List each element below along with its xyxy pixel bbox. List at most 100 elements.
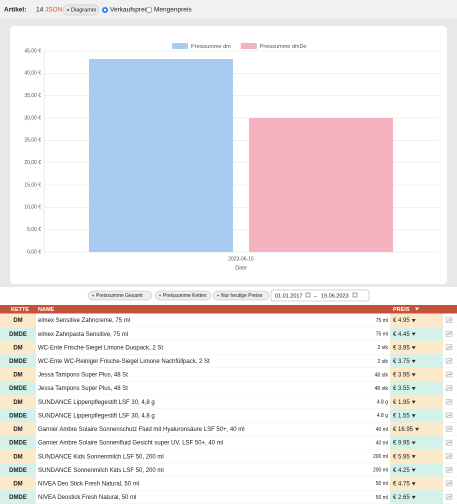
- row: [0, 476, 457, 491]
- price-cell: [390, 313, 443, 328]
- price-cell: [390, 490, 443, 504]
- row: [0, 381, 457, 396]
- price-cell: [390, 449, 443, 464]
- price-cell: [390, 395, 443, 409]
- product-name[interactable]: Garnier Ambre Solaire Sonnenfluid Gesich…: [38, 441, 223, 447]
- filter-button-label: Preissumme Ketten: [163, 293, 207, 299]
- chain-cell: [0, 435, 36, 450]
- chart-icon[interactable]: [445, 371, 453, 378]
- chart-icon-line: [446, 345, 452, 349]
- quantity: 40 ml: [376, 440, 388, 446]
- chart-icon[interactable]: [445, 331, 453, 337]
- product-name[interactable]: Jessa Tampons Super Plus, 48 St: [38, 373, 128, 379]
- chart-icon[interactable]: [445, 358, 453, 364]
- diagram-button-label: Diagramm: [71, 7, 97, 13]
- chain-cell: [0, 422, 36, 436]
- product-name[interactable]: WC-Ente WC-Reiniger Frische-Siegel Limon…: [38, 359, 210, 365]
- price: € 9.95: [393, 441, 410, 447]
- bar: [249, 118, 393, 252]
- column-header[interactable]: KETTE: [11, 307, 29, 313]
- product-name[interactable]: elmex Zahnpasta Sensitive, 75 ml: [38, 332, 128, 338]
- radio-dot: [103, 8, 107, 12]
- price-cell: [390, 408, 443, 423]
- chart-icon[interactable]: [445, 344, 453, 351]
- chain-cell: [0, 354, 36, 368]
- chain-cell: [0, 449, 36, 464]
- filter-button[interactable]: [212, 290, 270, 301]
- quantity: 40 ml: [376, 427, 388, 433]
- chart-icon[interactable]: [445, 385, 453, 391]
- diagram-button[interactable]: [62, 4, 100, 16]
- chain-cell: [0, 395, 36, 409]
- product-name[interactable]: SUNDANCE Lippenpflegestift LSF 30, 4,8 g: [38, 400, 155, 406]
- row: [0, 463, 457, 477]
- row: [0, 395, 457, 409]
- chart-icon-line: [446, 386, 452, 390]
- filter-button-label: Nur heutige Preise: [221, 293, 263, 299]
- row: [0, 422, 457, 436]
- x-tick-label: 2023-06-15: [228, 256, 254, 262]
- artikel-count: 14: [36, 7, 44, 14]
- chart-icon[interactable]: [445, 399, 453, 405]
- row: [0, 313, 457, 328]
- trend-icon: [411, 373, 416, 377]
- price-cell: [390, 381, 443, 396]
- chart-icon[interactable]: [445, 426, 453, 432]
- row: [0, 327, 457, 341]
- product-name[interactable]: NIVEA Deo Stick Fresh Natural, 50 ml: [38, 481, 139, 487]
- trend-icon: [411, 387, 416, 391]
- quantity: 4.8 g: [377, 400, 388, 406]
- product-name[interactable]: SUNDANCE Kids Sonnenmilch LSF 50, 200 ml: [38, 454, 164, 460]
- chart-icon[interactable]: [445, 412, 453, 419]
- product-name[interactable]: SUNDANCE Sonnenmilch Kids LSF 50, 200 ml: [38, 468, 164, 474]
- row: [0, 490, 457, 504]
- filter-button[interactable]: [87, 290, 153, 301]
- json-link[interactable]: JSON: [45, 7, 63, 14]
- chart-icon-line: [446, 318, 452, 322]
- filter-button[interactable]: [154, 290, 212, 301]
- row: [0, 354, 457, 368]
- product-name[interactable]: Jessa Tampons Super Plus, 48 St: [38, 386, 128, 392]
- chain-cell: [0, 340, 36, 355]
- trend-icon: [411, 332, 416, 336]
- chart-icon-line: [446, 440, 452, 445]
- chain: DMDE: [9, 413, 27, 419]
- bullet: [67, 9, 69, 11]
- quantity: 2 stk: [377, 345, 388, 351]
- table-header: [0, 305, 457, 314]
- product-name[interactable]: NIVEA Deostick Fresh Natural, 50 ml: [38, 495, 136, 501]
- y-tick-label: 35,00 €: [24, 93, 41, 99]
- chart-icon[interactable]: [445, 480, 453, 487]
- price-cell: [390, 476, 443, 491]
- bullet: [217, 294, 219, 297]
- date-input[interactable]: [270, 289, 370, 302]
- quantity: 75 ml: [376, 318, 388, 324]
- product-name[interactable]: WC-Ente Frische-Siegel Limone Duopack, 2…: [38, 345, 163, 351]
- chart-icon[interactable]: [445, 467, 453, 473]
- artikel-label: Artikel:: [4, 7, 26, 14]
- x-axis-label: Date: [235, 265, 247, 271]
- chain-cell: [0, 476, 36, 491]
- chart-icon[interactable]: [445, 439, 453, 446]
- chart-icon[interactable]: [445, 317, 453, 323]
- chain: DMDE: [9, 386, 27, 392]
- column-header[interactable]: PREIS: [393, 307, 410, 313]
- price-cell: [390, 354, 443, 368]
- chain: DMDE: [9, 495, 27, 501]
- row: [0, 340, 457, 355]
- chart-icon[interactable]: [445, 494, 453, 500]
- price: € 4.95: [393, 318, 410, 324]
- chart-icon[interactable]: [445, 453, 453, 459]
- column-header[interactable]: NAME: [38, 307, 55, 313]
- product-name[interactable]: SUNDANCE Lippenpflegestift LSF 30, 4,8 g: [38, 413, 155, 419]
- chain: DM: [13, 345, 22, 351]
- product-name[interactable]: elmex Sensitive Zahncreme, 75 ml: [38, 318, 130, 324]
- quantity: 75 ml: [376, 332, 388, 338]
- radio[interactable]: [145, 6, 153, 14]
- row: [0, 408, 457, 423]
- quantity: 50 ml: [376, 481, 388, 487]
- product-name[interactable]: Garnier Ambre Solaire Sonnenschutz Fluid…: [38, 427, 245, 433]
- price: € 4.25: [393, 468, 410, 474]
- chart-icon-line: [446, 332, 452, 336]
